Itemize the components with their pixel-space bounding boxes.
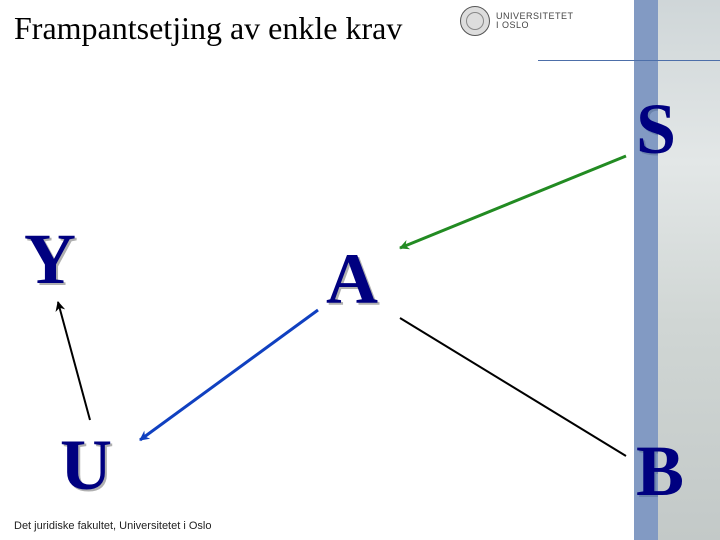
node-Y: Y Y [24,218,76,301]
node-label: B [636,431,684,511]
logo-line2: I OSLO [496,21,574,30]
seal-icon [460,6,490,36]
line-A-B [400,318,626,456]
node-label: S [636,89,676,169]
node-B: B B [636,430,684,513]
node-A: A A [326,238,378,321]
logo-text: UNIVERSITETET I OSLO [496,12,574,31]
university-logo: UNIVERSITETET I OSLO [460,6,574,36]
node-S: S S [636,88,676,171]
node-label: Y [24,219,76,299]
slide: Frampantsetjing av enkle krav UNIVERSITE… [0,0,720,540]
node-U: U U [60,424,112,507]
node-label: A [326,239,378,319]
arrow-A-U [140,310,318,440]
footer-text: Det juridiske fakultet, Universitetet i … [14,520,211,532]
node-label: U [60,425,112,505]
header-divider [538,60,720,61]
arrow-S-A [400,156,626,248]
page-title: Frampantsetjing av enkle krav [14,10,402,47]
arrow-U-Y [58,302,90,420]
